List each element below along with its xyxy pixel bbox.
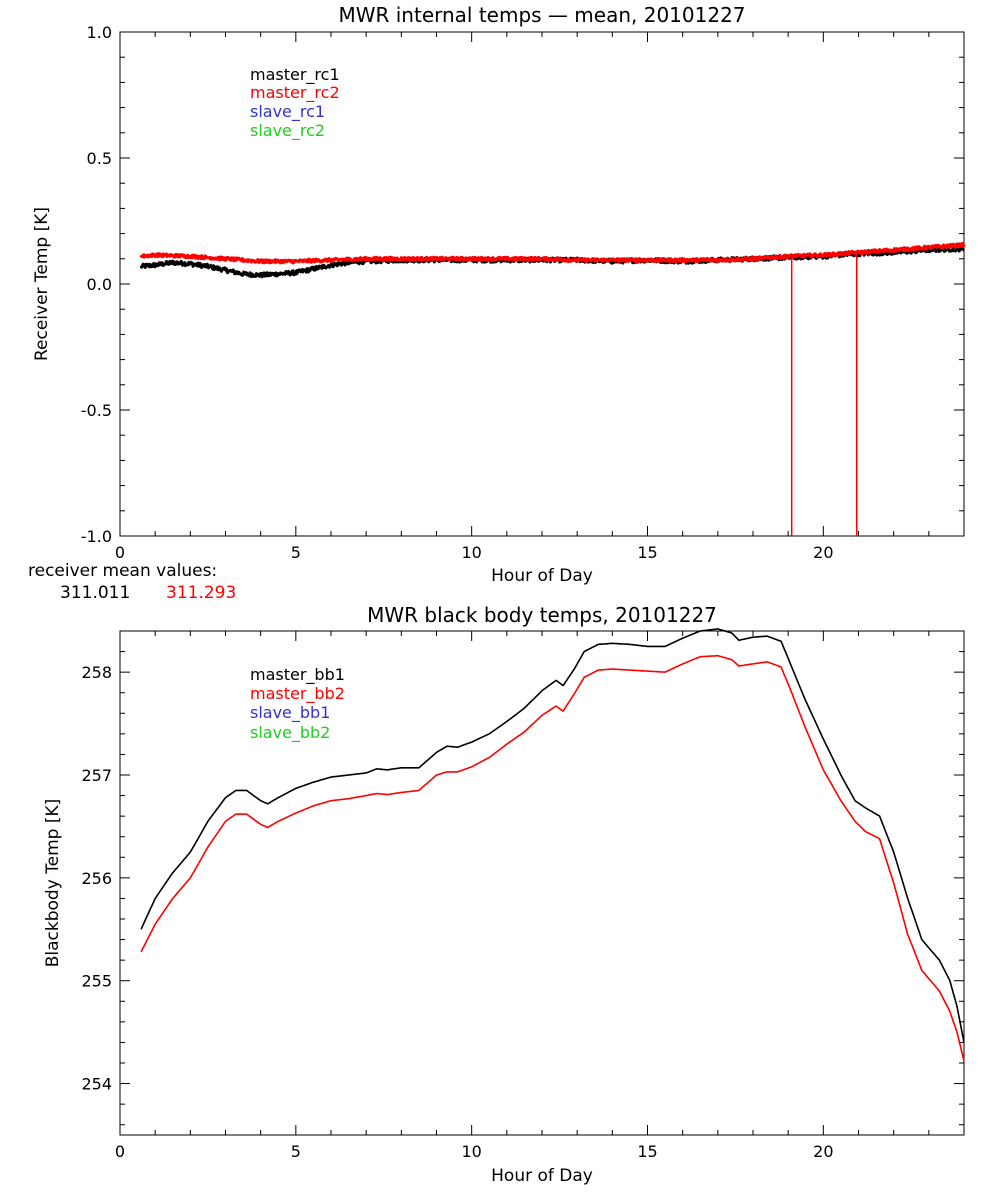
tick-marks xyxy=(119,630,965,1135)
blackbody-temp-chart: MWR black body temps, 20101227 0 5 10 15 20 … xyxy=(43,603,965,1186)
y-tick-labels: 1.0 0.5 0.0 -0.5 -1.0 xyxy=(81,23,112,546)
legend-entry-slave-bb1: slave_bb1 xyxy=(250,703,330,723)
series-group xyxy=(139,242,966,536)
receiver-mean-annotation: receiver mean values: 311.011 311.293 xyxy=(28,561,236,603)
legend-entry-slave-rc1: slave_rc1 xyxy=(250,102,325,122)
x-tick-label: 0 xyxy=(115,1142,125,1161)
series-line-master-bb2 xyxy=(140,654,965,1062)
y-tick-label: 0.0 xyxy=(87,275,112,294)
y-tick-label: -0.5 xyxy=(81,401,112,420)
x-tick-label: 5 xyxy=(291,1142,301,1161)
x-tick-label: 15 xyxy=(637,543,657,562)
x-tick-label: 0 xyxy=(115,543,125,562)
receiver-mean-value-1: 311.011 xyxy=(60,583,130,603)
x-tick-label: 20 xyxy=(813,543,833,562)
x-tick-label: 10 xyxy=(461,543,481,562)
legend-entry-slave-rc2: slave_rc2 xyxy=(250,121,325,141)
series-line-master-bb1 xyxy=(140,628,965,1043)
legend: master_bb1 master_bb2 slave_bb1 slave_bb… xyxy=(250,665,345,743)
y-tick-labels: 258 257 256 255 254 xyxy=(81,663,112,1093)
receiver-mean-value-2: 311.293 xyxy=(166,583,236,603)
legend-entry-master-bb1: master_bb1 xyxy=(250,665,345,685)
legend: master_rc1 master_rc2 slave_rc1 slave_rc… xyxy=(250,65,340,141)
y-tick-label: 255 xyxy=(81,972,112,991)
y-tick-label: 256 xyxy=(81,869,112,888)
plot-frame xyxy=(119,31,965,537)
tick-marks xyxy=(119,31,965,537)
y-tick-label: 254 xyxy=(81,1075,112,1094)
plot-frame xyxy=(119,630,965,1136)
x-tick-labels: 0 5 10 15 20 xyxy=(115,1142,834,1161)
series-line-master-rc2 xyxy=(139,242,966,265)
x-tick-label: 15 xyxy=(637,1142,657,1161)
series-group xyxy=(140,628,965,1062)
y-tick-label: 258 xyxy=(81,663,112,682)
receiver-temp-chart: MWR internal temps — mean, 20101227 0 5 10… xyxy=(32,3,966,586)
x-tick-label: 10 xyxy=(461,1142,481,1161)
chart-title: MWR internal temps — mean, 20101227 xyxy=(338,3,745,27)
y-tick-label: -1.0 xyxy=(81,527,112,546)
x-tick-label: 5 xyxy=(291,543,301,562)
y-tick-label: 1.0 xyxy=(87,23,112,42)
legend-entry-master-rc2: master_rc2 xyxy=(250,83,340,103)
x-axis-label: Hour of Day xyxy=(491,1166,593,1186)
x-axis-label: Hour of Day xyxy=(491,566,593,586)
legend-entry-master-bb2: master_bb2 xyxy=(250,684,345,704)
legend-entry-slave-bb2: slave_bb2 xyxy=(250,723,330,743)
x-tick-labels: 0 5 10 15 20 xyxy=(115,543,834,562)
y-axis-label: Blackbody Temp [K] xyxy=(43,799,63,968)
y-tick-label: 257 xyxy=(81,766,112,785)
x-tick-label: 20 xyxy=(813,1142,833,1161)
legend-entry-master-rc1: master_rc1 xyxy=(250,65,340,85)
receiver-mean-label: receiver mean values: xyxy=(28,561,217,581)
y-axis-label: Receiver Temp [K] xyxy=(32,207,52,361)
chart-title: MWR black body temps, 20101227 xyxy=(367,603,717,627)
y-tick-label: 0.5 xyxy=(87,149,112,168)
